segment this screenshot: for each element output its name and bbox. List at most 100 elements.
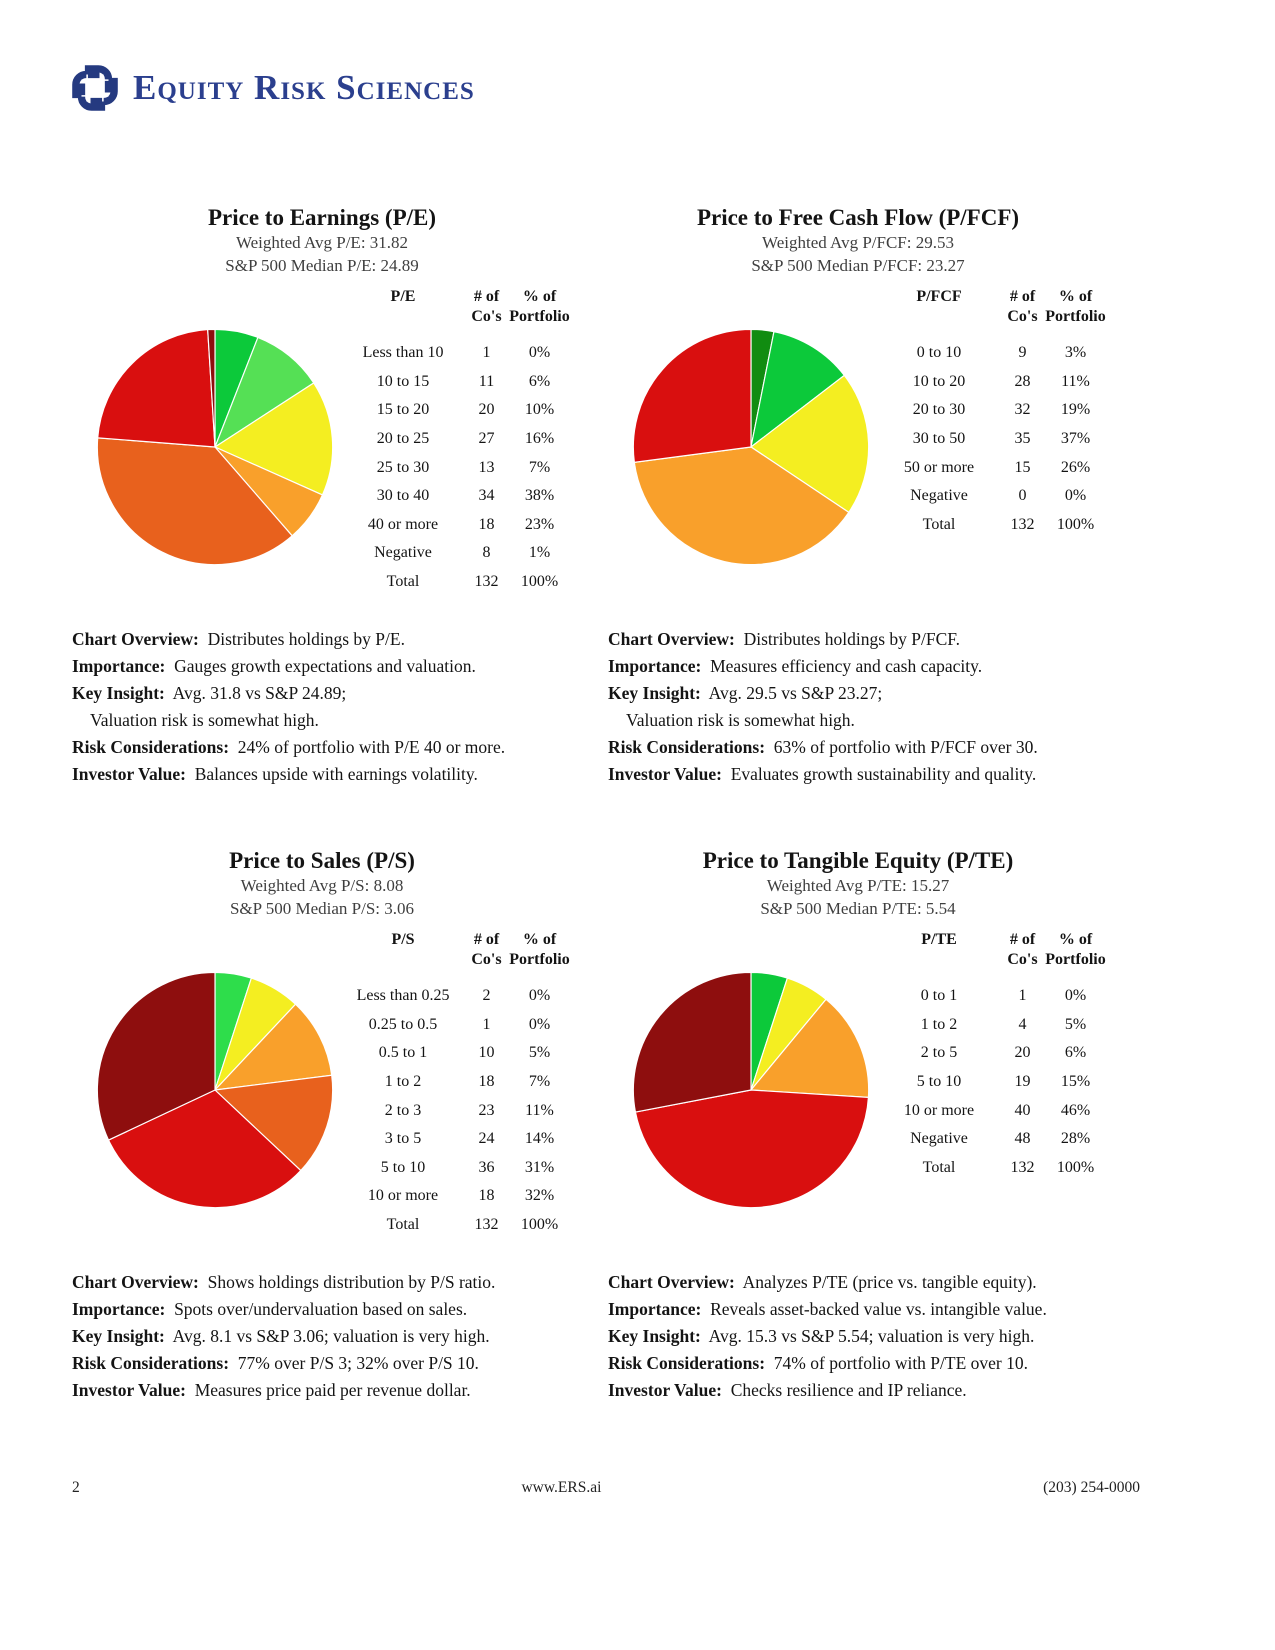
table-row: 2 to 5 20 6% [878, 1039, 1106, 1068]
note-text: Gauges growth expectations and valuation… [165, 656, 476, 676]
range-cell: Total [922, 1158, 956, 1176]
pie-slice-3-to-5 [213, 1074, 334, 1172]
pct-cell: 0% [1064, 487, 1087, 505]
table-body: Less than 0.25 2 0% 0.25 to 0.5 1 0% 0.5 to 1 1… [342, 982, 570, 1239]
count-cell: 10 [478, 1044, 495, 1062]
note-line: Valuation risk is somewhat high. [608, 707, 1168, 734]
pct-cell: 23% [524, 515, 555, 533]
count-cell: 18 [478, 515, 495, 533]
pct-cell: 0% [528, 1015, 551, 1033]
chart-title: Price to Tangible Equity (P/TE) [702, 848, 1014, 873]
chart-title: Price to Sales (P/S) [229, 848, 415, 873]
note-line: Importance: Reveals asset-backed value v… [608, 1296, 1168, 1323]
chart-notes: Chart Overview: Analyzes P/TE (price vs.… [608, 1269, 1168, 1404]
note-text: Avg. 29.5 vs S&P 23.27; [700, 683, 883, 703]
table-row: Total 132 100% [342, 568, 570, 597]
table-row: 0 to 1 1 0% [878, 982, 1106, 1011]
header-pct: % of Portfolio [1045, 931, 1106, 968]
note-text: Analyzes P/TE (price vs. tangible equity… [734, 1272, 1037, 1292]
header-pct: % of Portfolio [509, 931, 570, 968]
pct-cell: 37% [1060, 430, 1091, 448]
note-label: Chart Overview: [608, 629, 735, 649]
table-row: 20 to 25 27 16% [342, 425, 570, 454]
page-number: 2 [72, 1479, 80, 1496]
table-row: 10 or more 18 32% [342, 1182, 570, 1211]
pie-slice-10-or-more [634, 1089, 870, 1209]
note-text: Balances upside with earnings volatility… [185, 764, 478, 784]
table-row: 10 to 15 11 6% [342, 368, 570, 397]
pct-cell: 6% [1064, 1044, 1087, 1062]
brand-logo-knot-icon [72, 65, 118, 111]
chart-notes: Chart Overview: Shows holdings distribut… [72, 1269, 632, 1404]
note-text: 24% of portfolio with P/E 40 or more. [229, 737, 506, 757]
range-cell: 5 to 10 [380, 1158, 426, 1176]
note-label: Key Insight: [608, 683, 701, 703]
pct-cell: 5% [1064, 1015, 1087, 1033]
chart-block-ps: Price to Sales (P/S) Weighted Avg P/S: 8… [72, 848, 572, 1448]
range-cell: 2 to 3 [384, 1101, 422, 1119]
count-cell: 132 [1010, 1158, 1035, 1176]
range-cell: Total [922, 515, 956, 533]
table-row: 2 to 3 23 11% [342, 1096, 570, 1125]
range-cell: 0.25 to 0.5 [368, 1015, 438, 1033]
range-cell: Less than 0.25 [356, 987, 450, 1005]
table-row: 1 to 2 4 5% [878, 1011, 1106, 1040]
note-line: Chart Overview: Distributes holdings by … [608, 626, 1168, 653]
table-row: 30 to 40 34 38% [342, 482, 570, 511]
pie-slice-negative [207, 328, 216, 448]
note-label: Key Insight: [72, 683, 165, 703]
count-cell: 132 [1010, 515, 1035, 533]
note-line: Key Insight: Avg. 8.1 vs S&P 3.06; valua… [72, 1323, 632, 1350]
count-cell: 15 [1014, 458, 1031, 476]
note-text: Shows holdings distribution by P/S ratio… [198, 1272, 496, 1292]
header-count: # of Co's [471, 288, 502, 325]
table-row: 40 or more 18 23% [342, 511, 570, 540]
note-label: Importance: [72, 656, 166, 676]
pct-cell: 1% [528, 544, 551, 562]
note-line: Investor Value: Evaluates growth sustain… [608, 761, 1168, 788]
note-text: Distributes holdings by P/FCF. [734, 629, 961, 649]
table-row: 10 or more 40 46% [878, 1096, 1106, 1125]
note-label: Importance: [72, 1299, 166, 1319]
count-cell: 132 [474, 1216, 499, 1234]
pct-cell: 11% [525, 1101, 554, 1119]
count-cell: 36 [478, 1158, 495, 1176]
pct-cell: 10% [524, 401, 555, 419]
table-row: 0.25 to 0.5 1 0% [342, 1011, 570, 1040]
count-cell: 19 [1014, 1073, 1031, 1091]
table-row: Less than 0.25 2 0% [342, 982, 570, 1011]
pct-cell: 28% [1060, 1130, 1091, 1148]
pct-cell: 16% [524, 430, 555, 448]
chart-subtitle-weighted-avg: Weighted Avg P/TE: 15.27 [766, 876, 950, 895]
table-header: P/TE # of Co's % of Portfolio [878, 930, 1106, 970]
note-label: Chart Overview: [72, 1272, 199, 1292]
note-text: Measures efficiency and cash capacity. [701, 656, 983, 676]
range-cell: Total [386, 1216, 420, 1234]
range-cell: 2 to 5 [920, 1044, 958, 1062]
note-line: Chart Overview: Distributes holdings by … [72, 626, 632, 653]
table-row: Total 132 100% [878, 511, 1106, 540]
note-line: Risk Considerations: 24% of portfolio wi… [72, 734, 632, 761]
table-row: Negative 8 1% [342, 539, 570, 568]
range-cell: 0.5 to 1 [378, 1044, 428, 1062]
brand-header: Equity Risk Sciences [68, 60, 475, 116]
pie-slice-20-to-25 [213, 382, 334, 496]
footer-website: www.ERS.ai [521, 1479, 602, 1496]
note-text: Reveals asset-backed value vs. intangibl… [701, 1299, 1047, 1319]
table-body: Less than 10 1 0% 10 to 15 11 6% 15 to 20 20 10%… [342, 339, 570, 596]
note-label: Risk Considerations: [608, 737, 766, 757]
brand-name: Equity Risk Sciences [133, 68, 475, 107]
note-text: Distributes holdings by P/E. [198, 629, 405, 649]
note-line: Valuation risk is somewhat high. [72, 707, 632, 734]
note-label: Investor Value: [72, 1380, 186, 1400]
range-cell: 10 or more [903, 1101, 975, 1119]
table-row: 5 to 10 36 31% [342, 1154, 570, 1183]
note-text: Evaluates growth sustainability and qual… [721, 764, 1037, 784]
note-label: Investor Value: [72, 764, 186, 784]
chart-subtitle-sp500-median: S&P 500 Median P/S: 3.06 [229, 899, 415, 918]
note-label: Importance: [608, 1299, 702, 1319]
table-row: Negative 0 0% [878, 482, 1106, 511]
pct-cell: 0% [528, 344, 551, 362]
count-cell: 11 [478, 372, 495, 390]
